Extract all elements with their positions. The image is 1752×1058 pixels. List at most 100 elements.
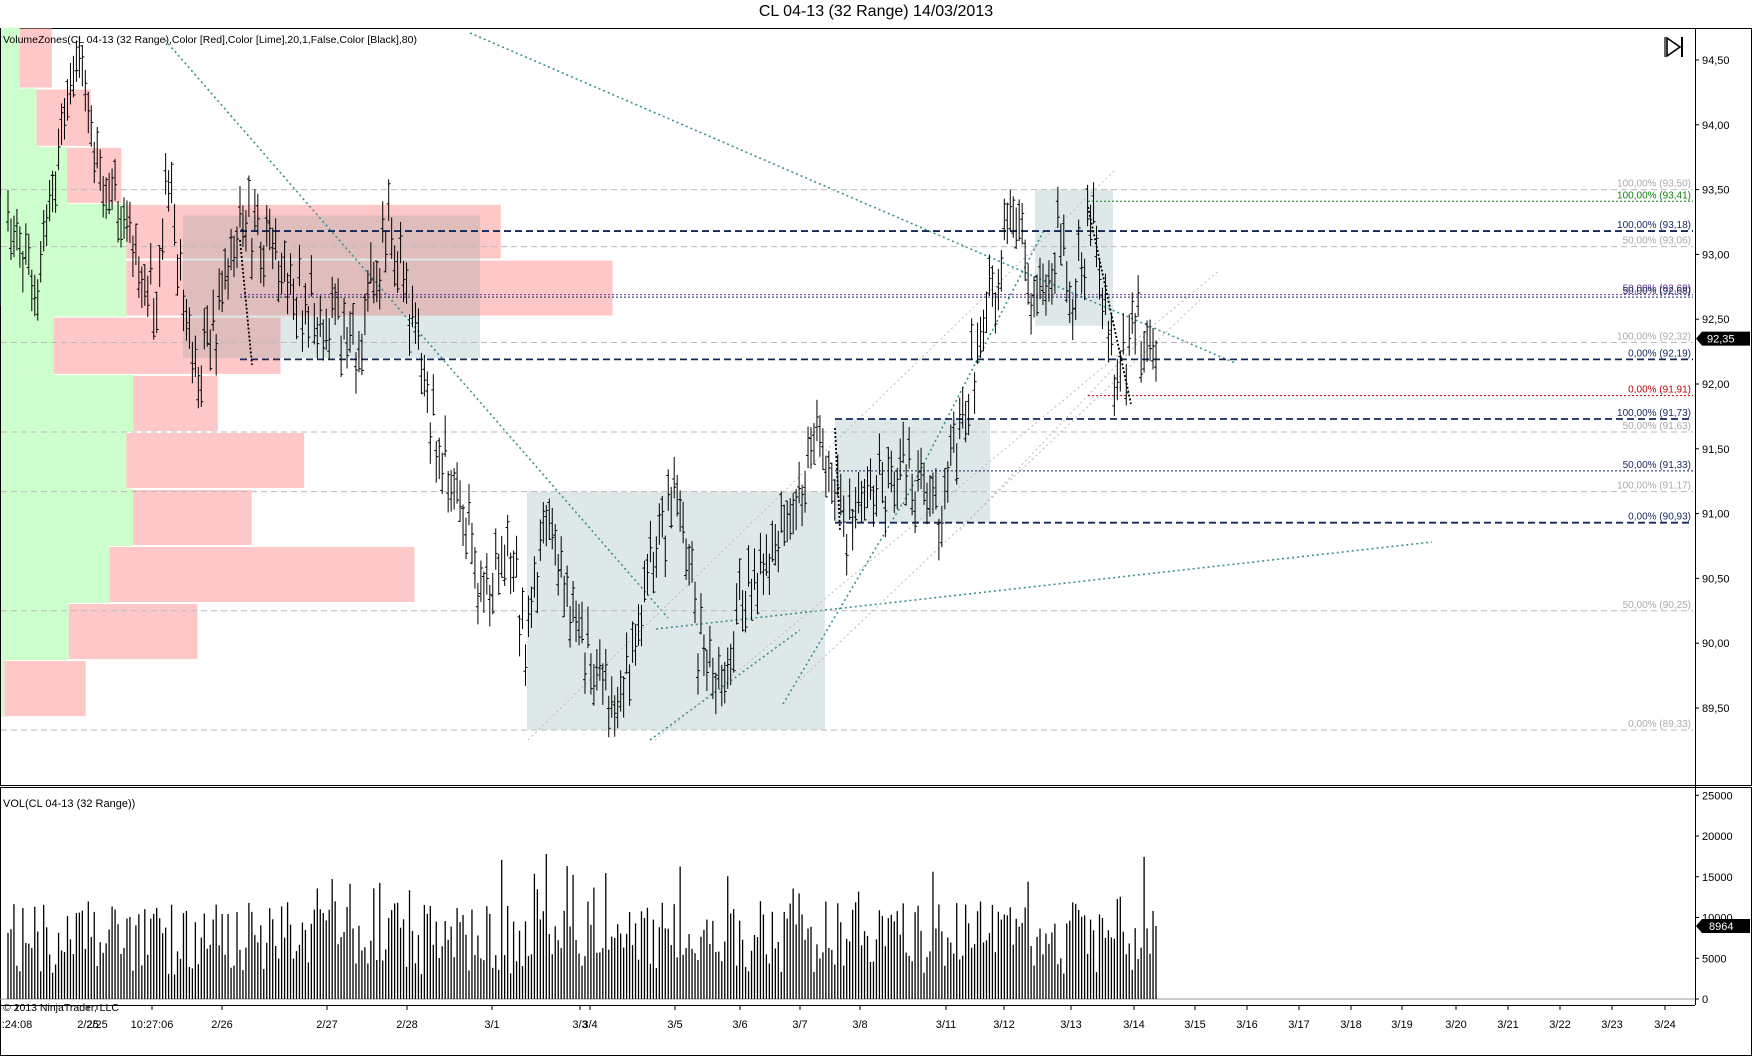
price-bar xyxy=(529,586,534,628)
drawing-box xyxy=(183,215,480,359)
price-bar xyxy=(901,421,906,464)
x-tick-label: 3/19 xyxy=(1391,1019,1412,1031)
price-bar xyxy=(71,55,76,98)
price-bar xyxy=(987,254,992,296)
price-bar xyxy=(803,471,808,513)
price-bar xyxy=(913,491,918,534)
price-bar xyxy=(758,532,763,575)
fan-line xyxy=(799,299,1201,681)
volume-zone-sell xyxy=(36,89,91,146)
price-bar xyxy=(868,458,873,500)
price-bar xyxy=(458,480,463,522)
price-bar xyxy=(1011,196,1016,238)
price-bar xyxy=(232,235,237,278)
fib-level-label: 0,00% (92,19) xyxy=(1628,348,1691,359)
price-bar xyxy=(701,634,706,677)
price-bar xyxy=(14,208,19,251)
price-bar xyxy=(17,226,22,268)
swing-line xyxy=(1087,206,1132,405)
price-bar xyxy=(978,316,983,359)
price-bar xyxy=(127,201,132,244)
volume-zone-buy xyxy=(1,203,127,260)
price-bar xyxy=(383,230,388,273)
volume-zone-sell xyxy=(133,375,218,431)
price-bar xyxy=(743,591,748,633)
price-bar xyxy=(35,279,40,321)
price-bar xyxy=(142,264,147,306)
price-bar xyxy=(1002,198,1007,241)
price-bar xyxy=(133,223,138,265)
volume-zone-buy xyxy=(1,316,54,375)
x-tick-label: 3/1 xyxy=(484,1019,499,1031)
price-bar xyxy=(892,471,897,514)
volume-zone-buy xyxy=(1,431,127,489)
price-bar xyxy=(919,447,924,490)
price-bar xyxy=(119,206,124,248)
price-bar xyxy=(1008,189,1013,231)
price-bar xyxy=(612,695,617,737)
price-bar xyxy=(675,474,680,517)
price-bar xyxy=(154,291,159,334)
price-bar xyxy=(466,483,471,526)
volume-zone-sell xyxy=(109,547,415,603)
price-bar xyxy=(371,261,376,304)
price-bar xyxy=(502,544,507,587)
fib-level-label: 100,00% (91,17) xyxy=(1617,481,1691,492)
price-bar xyxy=(505,514,510,557)
price-bar xyxy=(773,524,778,566)
fib-level-label: 50,00% (91,63) xyxy=(1623,421,1691,432)
price-bar xyxy=(1023,239,1028,282)
price-bar xyxy=(606,695,611,738)
price-bar xyxy=(493,528,498,570)
x-tick-label: 3/12 xyxy=(993,1019,1014,1031)
price-bar xyxy=(1127,314,1132,356)
fib-level-label: 100,00% (93,18) xyxy=(1617,220,1691,231)
price-bar xyxy=(223,248,228,290)
price-bar xyxy=(327,318,332,360)
price-bar xyxy=(8,218,13,261)
price-bar xyxy=(862,478,867,521)
price-bar xyxy=(377,268,382,310)
price-bar xyxy=(951,411,956,453)
price-bar xyxy=(999,250,1004,292)
price-bar xyxy=(353,352,358,394)
price-bar xyxy=(672,456,677,499)
price-bar xyxy=(585,606,590,649)
scroll-to-end-icon[interactable] xyxy=(1664,36,1683,58)
price-bar xyxy=(136,256,141,298)
price-bar xyxy=(145,275,150,318)
price-bar xyxy=(83,69,88,112)
price-bar xyxy=(74,40,79,82)
price-bar xyxy=(1097,258,1102,300)
x-tick-label: 3/13 xyxy=(1060,1019,1081,1031)
price-bar xyxy=(169,161,174,204)
price-bar xyxy=(1014,207,1019,249)
price-bar xyxy=(594,649,599,691)
price-bar xyxy=(345,327,350,369)
price-bar xyxy=(526,595,531,638)
price-bar xyxy=(927,475,932,517)
price-bar xyxy=(23,223,28,265)
price-bar xyxy=(211,289,216,332)
price-bar xyxy=(639,604,644,647)
price-bar xyxy=(731,631,736,673)
price-bar xyxy=(243,210,248,252)
price-bar xyxy=(29,269,34,312)
price-bar xyxy=(339,335,344,377)
price-bar xyxy=(276,260,281,303)
price-bar xyxy=(933,468,938,510)
price-bar xyxy=(1142,331,1147,373)
last-volume-marker xyxy=(1696,918,1750,933)
fib-level-label: 50,00% (92,69) xyxy=(1623,284,1691,295)
drawing-box xyxy=(0,196,1,307)
fib-level-label: 50,00% (92,68) xyxy=(1623,286,1691,297)
price-bar xyxy=(77,36,82,78)
fib-level-label: 50,00% (93,06) xyxy=(1623,236,1691,247)
price-bar xyxy=(898,438,903,481)
price-bar xyxy=(1100,287,1105,330)
price-bar xyxy=(957,397,962,440)
price-bar xyxy=(217,268,222,310)
price-bar xyxy=(163,153,168,195)
last-price-label: 92,35 xyxy=(1707,334,1735,346)
price-bar xyxy=(1112,374,1117,416)
